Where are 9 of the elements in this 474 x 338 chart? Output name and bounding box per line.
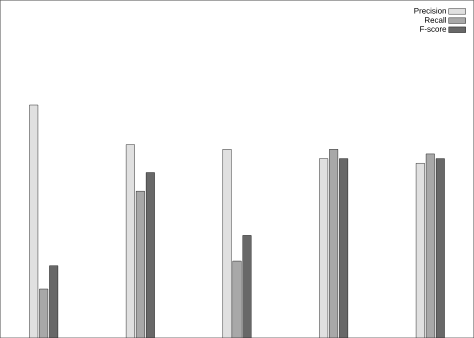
bar bbox=[232, 260, 242, 338]
bar bbox=[126, 144, 135, 338]
bar bbox=[242, 235, 252, 338]
bar bbox=[329, 149, 338, 338]
bar bbox=[319, 158, 328, 338]
bar bbox=[222, 149, 232, 338]
bar bbox=[146, 172, 155, 338]
bar bbox=[339, 158, 348, 338]
bar bbox=[136, 190, 145, 338]
